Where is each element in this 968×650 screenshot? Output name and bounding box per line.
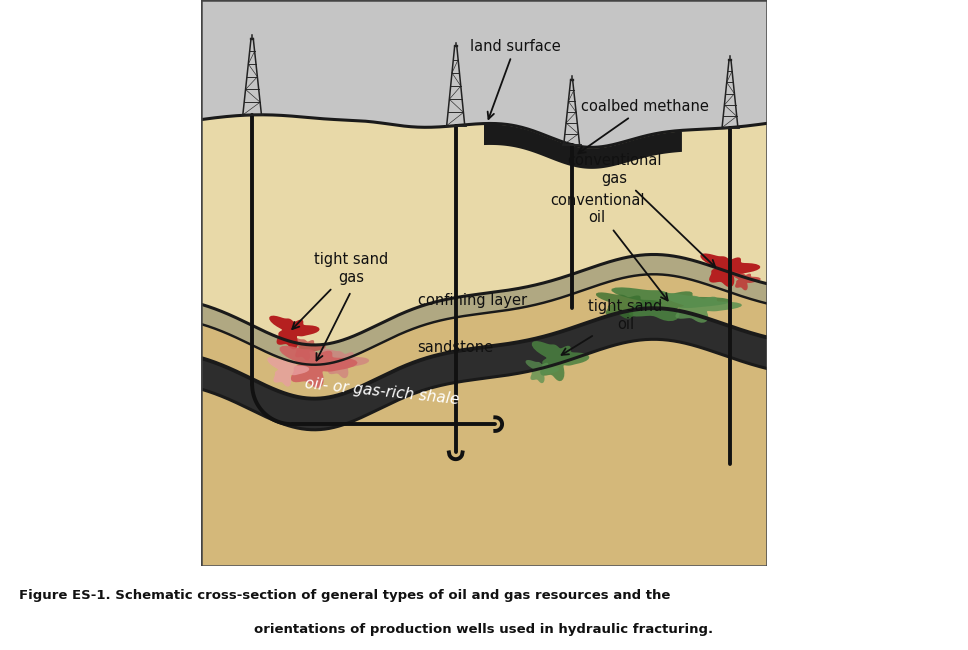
Text: confining layer: confining layer [418, 293, 528, 308]
Text: conventional
gas: conventional gas [567, 153, 715, 267]
Polygon shape [201, 255, 767, 365]
Polygon shape [201, 115, 767, 345]
Text: tight sand
gas: tight sand gas [292, 252, 388, 329]
Polygon shape [526, 360, 560, 383]
Text: orientations of production wells used in hydraulic fracturing.: orientations of production wells used in… [255, 623, 713, 636]
Polygon shape [280, 346, 357, 388]
Polygon shape [269, 316, 319, 350]
Polygon shape [201, 274, 767, 398]
Text: coalbed methane: coalbed methane [579, 99, 710, 153]
Text: land surface: land surface [469, 39, 560, 119]
Polygon shape [701, 254, 761, 287]
Text: Figure ES-1. Schematic cross-section of general types of oil and gas resources a: Figure ES-1. Schematic cross-section of … [19, 589, 671, 602]
Polygon shape [201, 308, 767, 430]
Polygon shape [531, 341, 590, 381]
Polygon shape [731, 271, 761, 291]
Polygon shape [596, 292, 662, 318]
Text: sandstone: sandstone [417, 341, 494, 356]
Text: conventional
oil: conventional oil [550, 193, 668, 300]
Text: tight sand
oil: tight sand oil [561, 300, 662, 355]
Polygon shape [289, 337, 326, 361]
Text: oil- or gas-rich shale: oil- or gas-rich shale [304, 376, 460, 408]
Polygon shape [664, 293, 742, 323]
Polygon shape [612, 287, 732, 321]
Polygon shape [484, 125, 681, 169]
Polygon shape [201, 0, 767, 148]
Polygon shape [321, 348, 369, 378]
Polygon shape [267, 357, 310, 387]
Polygon shape [201, 339, 767, 566]
